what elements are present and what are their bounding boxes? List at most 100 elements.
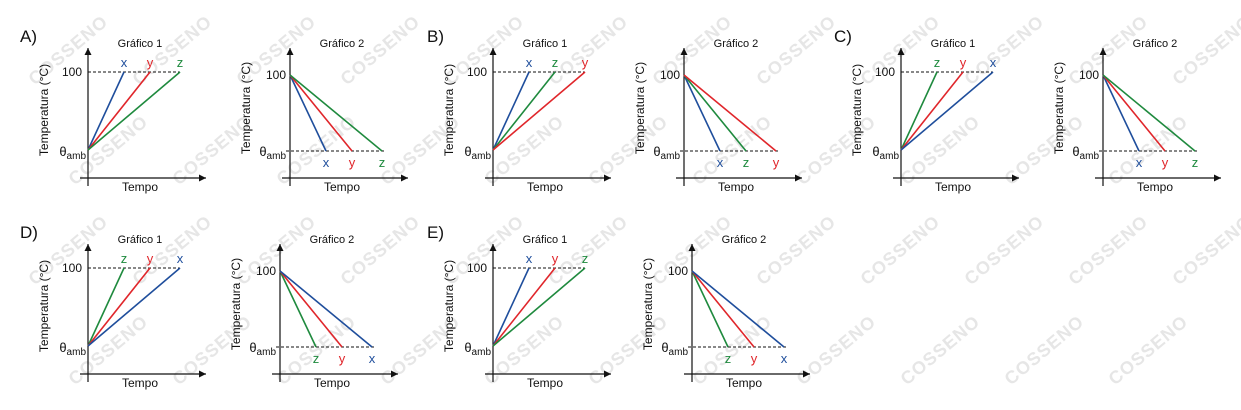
series-y-line <box>691 270 755 348</box>
amb-subscript: amb <box>1080 151 1100 162</box>
option-letter: D) <box>20 223 38 242</box>
y-axis-arrow <box>489 48 497 55</box>
series-x-line <box>289 74 327 152</box>
graph-title: Gráfico 1 <box>523 234 568 246</box>
series-y-label: y <box>751 351 758 366</box>
series-y-label: y <box>552 251 559 266</box>
amb-subscript: amb <box>267 151 287 162</box>
y-axis-arrow <box>1099 48 1107 55</box>
x-axis-arrow <box>604 370 611 378</box>
option-letter: E) <box>427 223 444 242</box>
series-z-label: z <box>582 251 589 266</box>
series-x-label: x <box>1136 155 1143 170</box>
series-x-label: x <box>369 351 376 366</box>
series-z-line <box>492 71 556 151</box>
x-axis-arrow <box>199 174 206 182</box>
x-axis-label: Tempo <box>527 180 563 194</box>
graph-title: Gráfico 1 <box>931 38 976 50</box>
series-y-line <box>87 267 151 347</box>
series-y-line <box>87 71 151 151</box>
series-x-line <box>492 71 530 151</box>
x-axis-label: Tempo <box>935 180 971 194</box>
option-3-graph-1: Gráfico 1 Temperatura (°C) 100 θamb z y x <box>37 234 206 382</box>
y-axis-label: Temperatura (°C) <box>442 64 456 156</box>
series-x-label: x <box>781 351 788 366</box>
series-x-label: x <box>990 55 997 70</box>
amb-subscript: amb <box>661 151 681 162</box>
series-y-label: y <box>147 55 154 70</box>
amb-subscript: amb <box>472 151 492 162</box>
y-axis-label: Temperatura (°C) <box>229 258 243 350</box>
theta-symbol: θ <box>259 144 266 159</box>
y-axis-label: Temperatura (°C) <box>641 258 655 350</box>
theta-amb-label: θamb <box>259 144 286 162</box>
value-100-label: 100 <box>668 264 688 278</box>
series-y-line <box>900 71 964 151</box>
theta-symbol: θ <box>653 144 660 159</box>
series-x-label: x <box>177 251 184 266</box>
theta-amb-label: θamb <box>1072 144 1099 162</box>
value-100-label: 100 <box>256 264 276 278</box>
series-z-label: z <box>552 55 559 70</box>
x-axis-label: Tempo <box>726 376 762 390</box>
series-y-label: y <box>773 155 780 170</box>
option-1-graph-2: Gráfico 2 Temperatura (°C) 100 θamb x z y <box>633 38 802 186</box>
series-x-label: x <box>121 55 128 70</box>
series-z-label: z <box>743 155 750 170</box>
series-z-line <box>289 74 383 152</box>
option-0-graph-2: Gráfico 2 Temperatura (°C) 100 θamb x y z <box>239 38 408 186</box>
x-axis-label: Tempo <box>314 376 350 390</box>
x-axis-label: Tempo <box>1137 180 1173 194</box>
series-z-label: z <box>121 251 128 266</box>
amb-subscript: amb <box>669 347 689 358</box>
series-x-line <box>900 71 994 151</box>
y-axis-label: Temperatura (°C) <box>1052 62 1066 154</box>
option-2-graph-1: Gráfico 1 Temperatura (°C) 100 θamb z y x <box>850 38 1019 186</box>
series-x-line <box>492 267 530 347</box>
series-z-label: z <box>725 351 732 366</box>
y-axis-arrow <box>489 244 497 251</box>
series-z-line <box>279 270 317 348</box>
x-axis-label: Tempo <box>324 180 360 194</box>
x-axis-arrow <box>604 174 611 182</box>
series-x-line <box>279 270 373 348</box>
value-100-label: 100 <box>467 65 487 79</box>
theta-symbol: θ <box>249 340 256 355</box>
theta-symbol: θ <box>1072 144 1079 159</box>
series-z-label: z <box>934 55 941 70</box>
series-z-line <box>1102 74 1196 152</box>
theta-symbol: θ <box>661 340 668 355</box>
value-100-label: 100 <box>266 68 286 82</box>
amb-subscript: amb <box>67 347 87 358</box>
series-z-line <box>691 270 729 348</box>
amb-subscript: amb <box>67 151 87 162</box>
series-z-label: z <box>379 155 386 170</box>
series-z-line <box>492 267 586 347</box>
series-x-line <box>691 270 785 348</box>
theta-amb-label: θamb <box>464 340 491 358</box>
value-100-label: 100 <box>1079 68 1099 82</box>
option-letter: C) <box>834 27 852 46</box>
option-4-graph-1: Gráfico 1 Temperatura (°C) 100 θamb x y z <box>442 234 611 382</box>
option-0-graph-1: Gráfico 1 Temperatura (°C) 100 θamb x y z <box>37 38 206 186</box>
series-y-line <box>289 74 353 152</box>
y-axis-label: Temperatura (°C) <box>239 62 253 154</box>
theta-symbol: θ <box>59 144 66 159</box>
value-100-label: 100 <box>660 68 680 82</box>
series-y-line <box>1102 74 1166 152</box>
theta-symbol: θ <box>464 144 471 159</box>
graph-title: Gráfico 2 <box>310 234 355 246</box>
series-z-line <box>900 71 938 151</box>
value-100-label: 100 <box>62 261 82 275</box>
series-x-line <box>87 71 125 151</box>
theta-amb-label: θamb <box>59 144 86 162</box>
y-axis-label: Temperatura (°C) <box>633 62 647 154</box>
series-z-line <box>87 267 125 347</box>
series-z-line <box>683 74 747 152</box>
series-y-line <box>683 74 777 152</box>
series-y-line <box>492 267 556 347</box>
series-x-line <box>683 74 721 152</box>
x-axis-arrow <box>199 370 206 378</box>
x-axis-arrow <box>401 174 408 182</box>
option-letter: B) <box>427 27 444 46</box>
